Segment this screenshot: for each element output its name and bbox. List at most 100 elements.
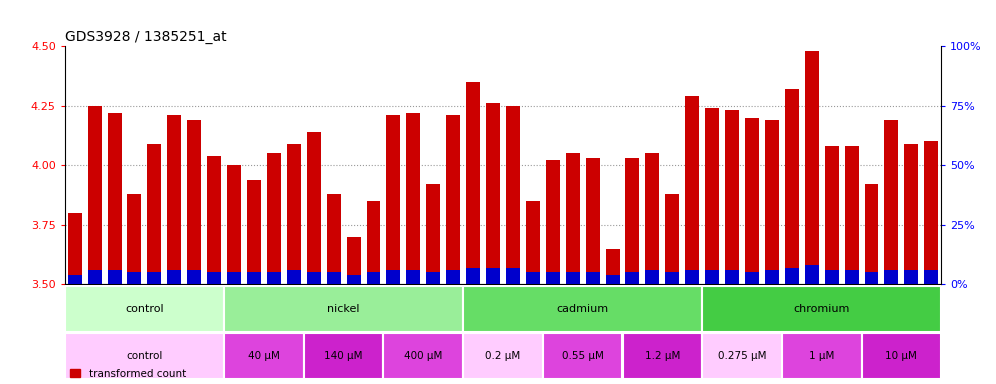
Bar <box>765 270 779 285</box>
Bar <box>785 89 799 285</box>
Bar <box>665 273 679 285</box>
Bar <box>805 265 819 285</box>
Bar <box>725 111 739 285</box>
Bar <box>187 270 201 285</box>
Bar <box>904 144 918 285</box>
Bar <box>486 103 500 285</box>
Text: 0.275 μM: 0.275 μM <box>718 351 766 361</box>
Bar <box>287 144 301 285</box>
Text: 140 μM: 140 μM <box>325 351 363 361</box>
Bar <box>606 275 620 285</box>
Bar <box>406 270 420 285</box>
Bar <box>884 120 898 285</box>
Bar <box>304 333 383 379</box>
Bar <box>383 333 463 379</box>
Bar <box>65 286 224 331</box>
Bar <box>765 120 779 285</box>
Bar <box>486 268 500 285</box>
Text: control: control <box>126 351 162 361</box>
Bar <box>845 270 859 285</box>
Bar <box>207 273 221 285</box>
Bar <box>327 273 341 285</box>
Bar <box>446 270 460 285</box>
Bar <box>785 268 799 285</box>
Bar <box>88 270 102 285</box>
Text: 40 μM: 40 μM <box>248 351 280 361</box>
Bar <box>386 115 400 285</box>
Bar <box>307 273 321 285</box>
Text: nickel: nickel <box>328 304 360 314</box>
Bar <box>566 273 580 285</box>
Bar <box>506 268 520 285</box>
Text: 1.2 μM: 1.2 μM <box>644 351 680 361</box>
Bar <box>108 270 122 285</box>
Bar <box>426 273 440 285</box>
Bar <box>287 270 301 285</box>
Bar <box>625 158 639 285</box>
Bar <box>506 106 520 285</box>
Bar <box>347 275 361 285</box>
Bar <box>88 106 102 285</box>
Bar <box>386 270 400 285</box>
Bar <box>466 82 480 285</box>
Bar <box>224 333 304 379</box>
Bar <box>586 158 600 285</box>
Text: cadmium: cadmium <box>557 304 609 314</box>
Bar <box>167 270 181 285</box>
Bar <box>924 141 938 285</box>
Bar <box>147 273 161 285</box>
Text: 400 μM: 400 μM <box>404 351 442 361</box>
Bar <box>546 273 560 285</box>
Bar <box>702 333 782 379</box>
Bar <box>645 270 659 285</box>
Bar <box>327 194 341 285</box>
Bar <box>685 270 699 285</box>
Bar <box>68 213 82 285</box>
Bar <box>825 270 839 285</box>
Bar <box>466 268 480 285</box>
Bar <box>685 96 699 285</box>
Bar <box>924 270 938 285</box>
Bar <box>884 270 898 285</box>
Bar <box>745 273 759 285</box>
Bar <box>845 146 859 285</box>
Bar <box>224 286 463 331</box>
Bar <box>745 118 759 285</box>
Bar <box>307 132 321 285</box>
Bar <box>526 201 540 285</box>
Bar <box>702 286 941 331</box>
Bar <box>825 146 839 285</box>
Bar <box>625 273 639 285</box>
Bar <box>426 184 440 285</box>
Bar <box>68 275 82 285</box>
Bar <box>65 333 224 379</box>
Bar <box>267 153 281 285</box>
Bar <box>187 120 201 285</box>
Bar <box>566 153 580 285</box>
Bar <box>367 273 380 285</box>
Text: 0.55 μM: 0.55 μM <box>562 351 604 361</box>
Bar <box>463 286 702 331</box>
Bar <box>865 273 878 285</box>
Bar <box>862 333 941 379</box>
Bar <box>546 161 560 285</box>
Bar <box>127 273 141 285</box>
Bar <box>247 180 261 285</box>
Bar <box>705 108 719 285</box>
Bar <box>147 144 161 285</box>
Bar <box>167 115 181 285</box>
Bar <box>904 270 918 285</box>
Bar <box>622 333 702 379</box>
Bar <box>227 165 241 285</box>
Bar <box>108 113 122 285</box>
Text: 10 μM: 10 μM <box>885 351 917 361</box>
Bar <box>543 333 622 379</box>
Bar <box>586 273 600 285</box>
Bar <box>782 333 862 379</box>
Text: control: control <box>125 304 163 314</box>
Bar <box>367 201 380 285</box>
Bar <box>406 113 420 285</box>
Legend: transformed count, percentile rank within the sample: transformed count, percentile rank withi… <box>70 369 265 384</box>
Bar <box>463 333 543 379</box>
Bar <box>347 237 361 285</box>
